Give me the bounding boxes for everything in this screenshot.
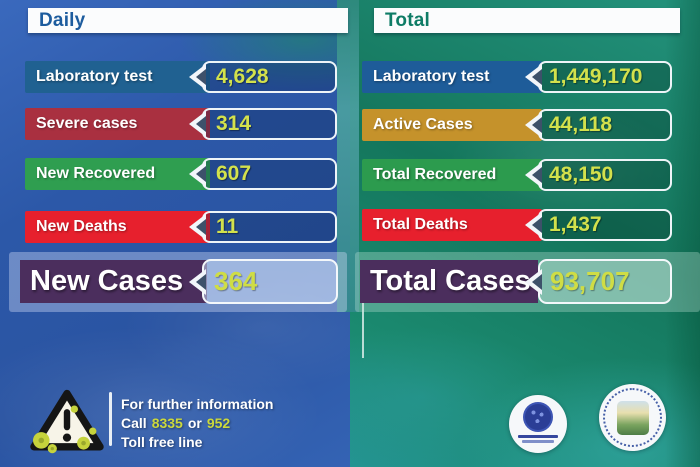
stat-value: 1,449,170 xyxy=(549,65,643,88)
footer-info-label: For further information xyxy=(121,396,274,412)
daily-header-label: Daily xyxy=(39,9,86,31)
footer-line-2: Call 8335 or 952 xyxy=(121,414,273,433)
stat-value: 1,437 xyxy=(549,213,602,236)
stat-value-box: 314 xyxy=(189,108,337,140)
stat-value: 11 xyxy=(216,215,239,238)
stat-value: 44,118 xyxy=(549,113,613,136)
arrow-left-icon xyxy=(189,161,206,187)
total-row-total-deaths: Total Deaths 1,437 xyxy=(0,209,700,242)
stat-label-bar: New Recovered xyxy=(25,158,210,190)
toll-free-label: Toll free line xyxy=(121,434,203,450)
total-cases-label-bar: Total Cases xyxy=(360,260,538,303)
stat-value-box: 1,437 xyxy=(525,209,672,241)
stat-label: New Deaths xyxy=(36,218,127,235)
arrow-left-icon xyxy=(525,268,542,295)
stat-value-box: 4,628 xyxy=(189,61,337,93)
stat-value-box: 48,150 xyxy=(525,159,672,191)
moh-text-line xyxy=(522,440,554,443)
stat-label: Laboratory test xyxy=(36,68,153,85)
total-header-bar: Total xyxy=(374,8,680,33)
stat-label: Total Recovered xyxy=(373,166,497,183)
call-label: Call xyxy=(121,415,147,431)
stat-label-bar: Laboratory test xyxy=(25,61,210,93)
footer-line-3: Toll free line xyxy=(121,433,273,452)
or-label: or xyxy=(187,415,202,431)
footer-info-text: For further information Call 8335 or 952… xyxy=(121,395,273,452)
stat-value: 607 xyxy=(216,162,252,185)
stat-label: Laboratory test xyxy=(373,68,490,85)
stat-label-bar: Active Cases xyxy=(362,109,542,141)
footer-line-1: For further information xyxy=(121,395,273,414)
public-health-institute-logo xyxy=(599,384,666,451)
total-cases-label: Total Cases xyxy=(370,265,531,297)
moh-globe-emblem xyxy=(523,402,553,432)
stat-label-bar: Laboratory test xyxy=(362,61,542,93)
arrow-left-icon xyxy=(525,112,542,138)
total-cases-value: 93,707 xyxy=(550,266,630,296)
arrow-left-icon xyxy=(525,64,542,90)
stat-value-box: 1,449,170 xyxy=(525,61,672,93)
new-cases-value: 364 xyxy=(214,266,258,296)
total-row-laboratory-test: Laboratory test 1,449,170 xyxy=(0,61,700,94)
column-divider xyxy=(337,0,359,312)
ministry-of-health-logo xyxy=(509,395,567,453)
arrow-left-icon xyxy=(189,64,206,90)
arrow-left-icon xyxy=(525,212,542,238)
total-row-active-cases: Active Cases 44,118 xyxy=(0,109,700,142)
stat-value: 314 xyxy=(216,112,252,135)
stat-label: Severe cases xyxy=(36,115,138,132)
daily-row-laboratory-test: Laboratory test 4,628 xyxy=(0,61,700,94)
stat-value: 48,150 xyxy=(549,163,614,186)
ephi-ring-text xyxy=(603,388,662,447)
new-cases-value-box: 364 xyxy=(189,259,338,304)
daily-row-severe-cases: Severe cases 314 xyxy=(0,108,700,141)
stat-label-bar: New Deaths xyxy=(25,211,210,243)
stat-label: Total Deaths xyxy=(373,216,468,233)
arrow-left-icon xyxy=(189,214,206,240)
new-cases-label: New Cases xyxy=(30,265,184,297)
daily-row-new-deaths: New Deaths 11 xyxy=(0,211,700,244)
divider-line xyxy=(362,300,364,358)
stat-label-bar: Total Recovered xyxy=(362,159,542,191)
ephi-center-emblem xyxy=(616,400,649,435)
arrow-left-icon xyxy=(189,111,206,137)
stat-value-box: 11 xyxy=(189,211,337,243)
arrow-left-icon xyxy=(525,162,542,188)
new-cases-label-bar: New Cases xyxy=(20,260,207,303)
daily-header-bar: Daily xyxy=(28,8,348,33)
stat-value-box: 607 xyxy=(189,158,337,190)
footer-separator xyxy=(109,392,112,446)
phone-number-2: 952 xyxy=(206,415,231,431)
total-header-label: Total xyxy=(385,9,430,31)
total-row-total-recovered: Total Recovered 48,150 xyxy=(0,159,700,192)
stat-label-bar: Severe cases xyxy=(25,108,210,140)
phone-number-1: 8335 xyxy=(151,415,183,431)
stat-label: Active Cases xyxy=(373,116,473,133)
daily-row-new-recovered: New Recovered 607 xyxy=(0,158,700,191)
stat-label-bar: Total Deaths xyxy=(362,209,542,241)
stat-label: New Recovered xyxy=(36,165,156,182)
arrow-left-icon xyxy=(189,268,206,295)
stat-value-box: 44,118 xyxy=(525,109,672,141)
moh-text-line xyxy=(518,435,558,438)
total-cases-value-box: 93,707 xyxy=(525,259,672,304)
warning-triangle-virus-icon xyxy=(30,389,104,454)
stat-value: 4,628 xyxy=(216,65,269,88)
